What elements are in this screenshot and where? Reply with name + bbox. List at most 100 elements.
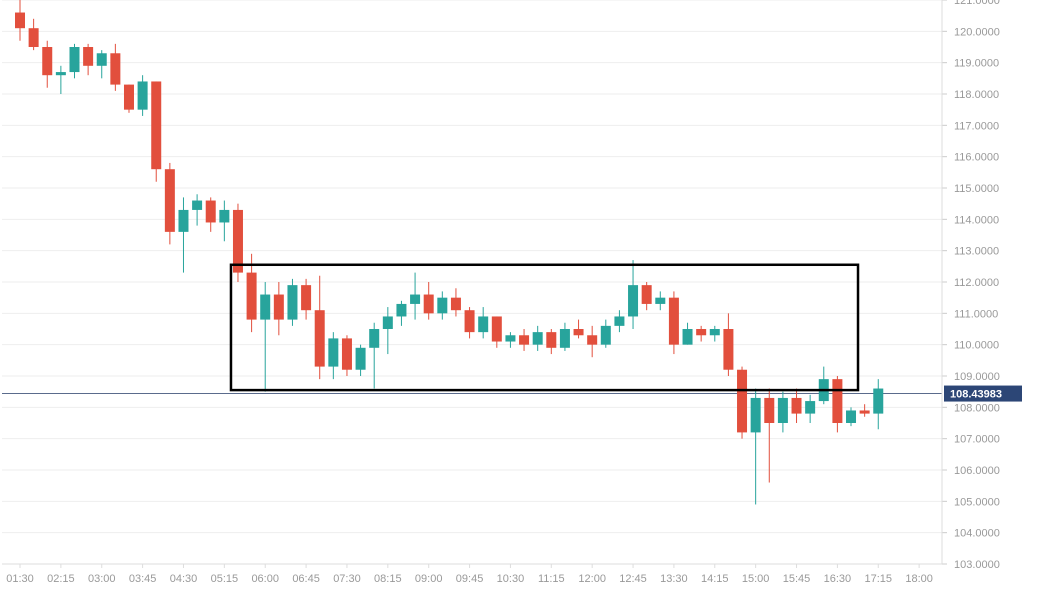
candle-body[interactable] [751,398,761,432]
candle-body[interactable] [465,310,475,332]
candle-body[interactable] [110,53,120,84]
price-marker-label: 108.43983 [950,389,1002,401]
candle-body[interactable] [710,329,720,335]
candle-body[interactable] [683,329,693,345]
y-tick-label: 107.0000 [954,434,1000,446]
candle-body[interactable] [69,47,79,72]
candle-body[interactable] [165,169,175,232]
y-tick-label: 119.0000 [954,58,999,70]
x-tick-label: 07:30 [333,573,361,585]
x-tick-label: 04:30 [170,573,198,585]
candle-body[interactable] [124,85,134,110]
y-tick-label: 115.0000 [954,183,999,195]
x-tick-label: 05:15 [211,573,239,585]
candle-body[interactable] [437,298,447,314]
candle-body[interactable] [655,298,665,304]
candle-body[interactable] [356,348,366,370]
candlestick-chart[interactable]: 103.0000 104.0000 105.0000 106.0000 107.0000… [0,0,1037,608]
candle-body[interactable] [451,298,461,311]
candle-body[interactable] [587,335,597,344]
candle-body[interactable] [860,410,870,413]
candle-body[interactable] [533,332,543,345]
candle-body[interactable] [260,295,270,320]
candle-body[interactable] [560,329,570,348]
candle-body[interactable] [138,81,148,109]
candle-body[interactable] [614,316,624,325]
candle-body[interactable] [778,398,788,423]
candle-body[interactable] [396,304,406,317]
candle-body[interactable] [846,410,856,423]
y-tick-label: 110.0000 [954,340,999,352]
y-tick-label: 121.0000 [954,0,1000,7]
candle-body[interactable] [505,335,515,341]
candle-body[interactable] [642,285,652,304]
candle-body[interactable] [287,285,297,319]
candle-body[interactable] [574,329,584,335]
candle-body[interactable] [219,210,229,223]
candle-body[interactable] [628,285,638,316]
candle-body[interactable] [383,316,393,329]
candle-body[interactable] [274,295,284,320]
x-tick-label: 15:45 [783,573,811,585]
candle-body[interactable] [42,47,52,75]
y-tick-label: 113.0000 [954,246,999,258]
candle-body[interactable] [369,329,379,348]
candle-body[interactable] [792,398,802,414]
x-tick-label: 09:45 [456,573,484,585]
y-tick-label: 116.0000 [954,152,999,164]
candle-body[interactable] [56,72,66,75]
candle-body[interactable] [737,370,747,433]
x-tick-label: 12:00 [578,573,606,585]
candle-body[interactable] [233,210,243,273]
y-tick-label: 111.0000 [954,308,998,320]
candle-body[interactable] [315,310,325,366]
candle-body[interactable] [519,335,529,344]
y-tick-label: 106.0000 [954,465,1000,477]
candle-body[interactable] [723,329,733,370]
candle-body[interactable] [151,81,161,169]
candle-body[interactable] [97,53,107,66]
candle-body[interactable] [424,295,434,314]
x-tick-label: 09:00 [415,573,443,585]
y-tick-label: 108.0000 [954,402,1000,414]
y-tick-label: 103.0000 [954,559,1000,571]
candle-body[interactable] [15,13,25,29]
candle-body[interactable] [546,332,556,348]
candle-body[interactable] [342,338,352,369]
candle-body[interactable] [601,326,611,345]
y-tick-label: 104.0000 [954,528,1000,540]
x-tick-label: 14:15 [701,573,729,585]
candle-body[interactable] [873,389,883,414]
candle-body[interactable] [206,201,216,223]
x-tick-label: 06:00 [251,573,279,585]
x-tick-label: 17:15 [864,573,892,585]
x-tick-label: 08:15 [374,573,402,585]
candle-body[interactable] [832,379,842,423]
x-tick-label: 15:00 [742,573,770,585]
candle-body[interactable] [192,201,202,210]
y-tick-label: 120.0000 [954,26,1000,38]
x-tick-label: 11:15 [538,573,565,585]
candle-body[interactable] [247,273,257,320]
candle-body[interactable] [764,398,774,423]
candle-body[interactable] [696,329,706,335]
candle-body[interactable] [178,210,188,232]
x-tick-label: 06:45 [292,573,320,585]
candle-body[interactable] [478,316,488,332]
y-tick-label: 117.0000 [954,120,999,132]
candle-body[interactable] [805,401,815,414]
candle-body[interactable] [669,298,679,345]
x-tick-label: 03:00 [88,573,116,585]
x-tick-label: 16:30 [824,573,852,585]
candle-body[interactable] [410,295,420,304]
candle-body[interactable] [29,28,39,47]
candle-body[interactable] [83,47,93,66]
candle-body[interactable] [492,316,502,341]
y-tick-label: 105.0000 [954,496,1000,508]
candle-body[interactable] [328,338,338,366]
y-tick-label: 109.0000 [954,371,1000,383]
y-tick-label: 112.0000 [954,277,999,289]
candle-body[interactable] [301,285,311,310]
y-tick-label: 118.0000 [954,89,999,101]
x-tick-label: 02:15 [47,573,75,585]
